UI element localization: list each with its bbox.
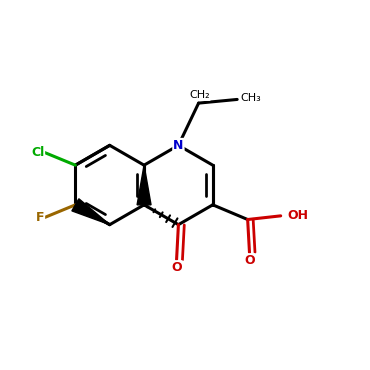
Text: CH₃: CH₃ — [241, 92, 262, 102]
Polygon shape — [137, 165, 151, 205]
Polygon shape — [72, 199, 110, 225]
Text: F: F — [36, 211, 44, 224]
Text: CH₂: CH₂ — [189, 90, 210, 100]
Text: O: O — [244, 254, 255, 267]
Text: O: O — [171, 261, 182, 274]
Text: OH: OH — [287, 209, 308, 222]
Text: Cl: Cl — [31, 146, 44, 159]
Text: N: N — [173, 139, 184, 152]
